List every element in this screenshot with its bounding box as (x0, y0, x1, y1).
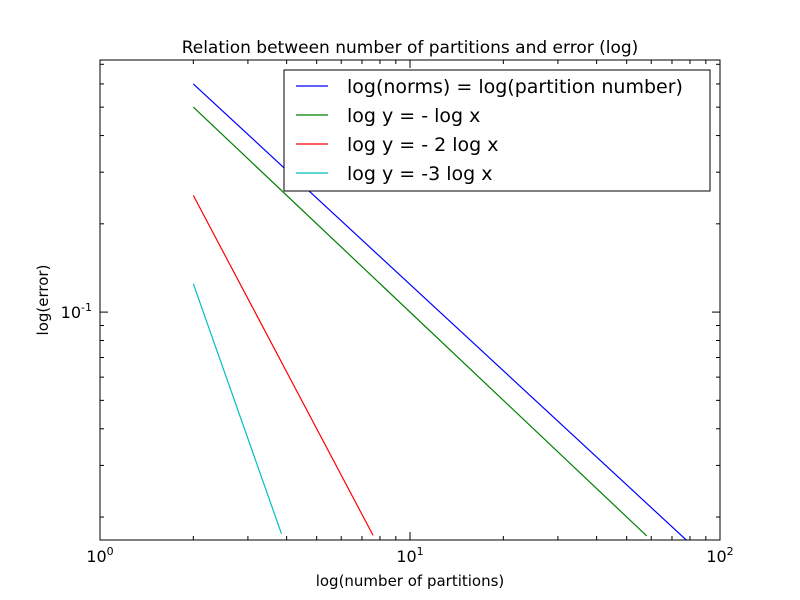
series-line-3 (192, 195, 374, 536)
legend: log(norms) = log(partition number) log y … (283, 69, 711, 192)
x-tick-label: 101 (396, 545, 423, 566)
plot-lines (192, 83, 687, 541)
series-line-2 (192, 106, 648, 537)
chart-title: Relation between number of partitions an… (182, 38, 639, 58)
legend-box (283, 69, 711, 192)
series-line-4 (192, 283, 283, 534)
y-tick-label: 10-1 (61, 301, 92, 322)
legend-label-3: log y = - 2 log x (347, 134, 499, 156)
legend-label-2: log y = - log x (347, 105, 480, 127)
series-line-1 (192, 83, 687, 541)
x-tick-label: 100 (86, 545, 113, 566)
legend-label-4: log y = -3 log x (347, 163, 492, 185)
x-axis-label: log(number of partitions) (316, 572, 505, 590)
x-tick-label: 102 (706, 545, 733, 566)
axis-ticks: 100 101 102 10-1 (61, 60, 734, 566)
legend-label-1: log(norms) = log(partition number) (347, 76, 683, 98)
y-axis-label: log(error) (34, 265, 52, 336)
